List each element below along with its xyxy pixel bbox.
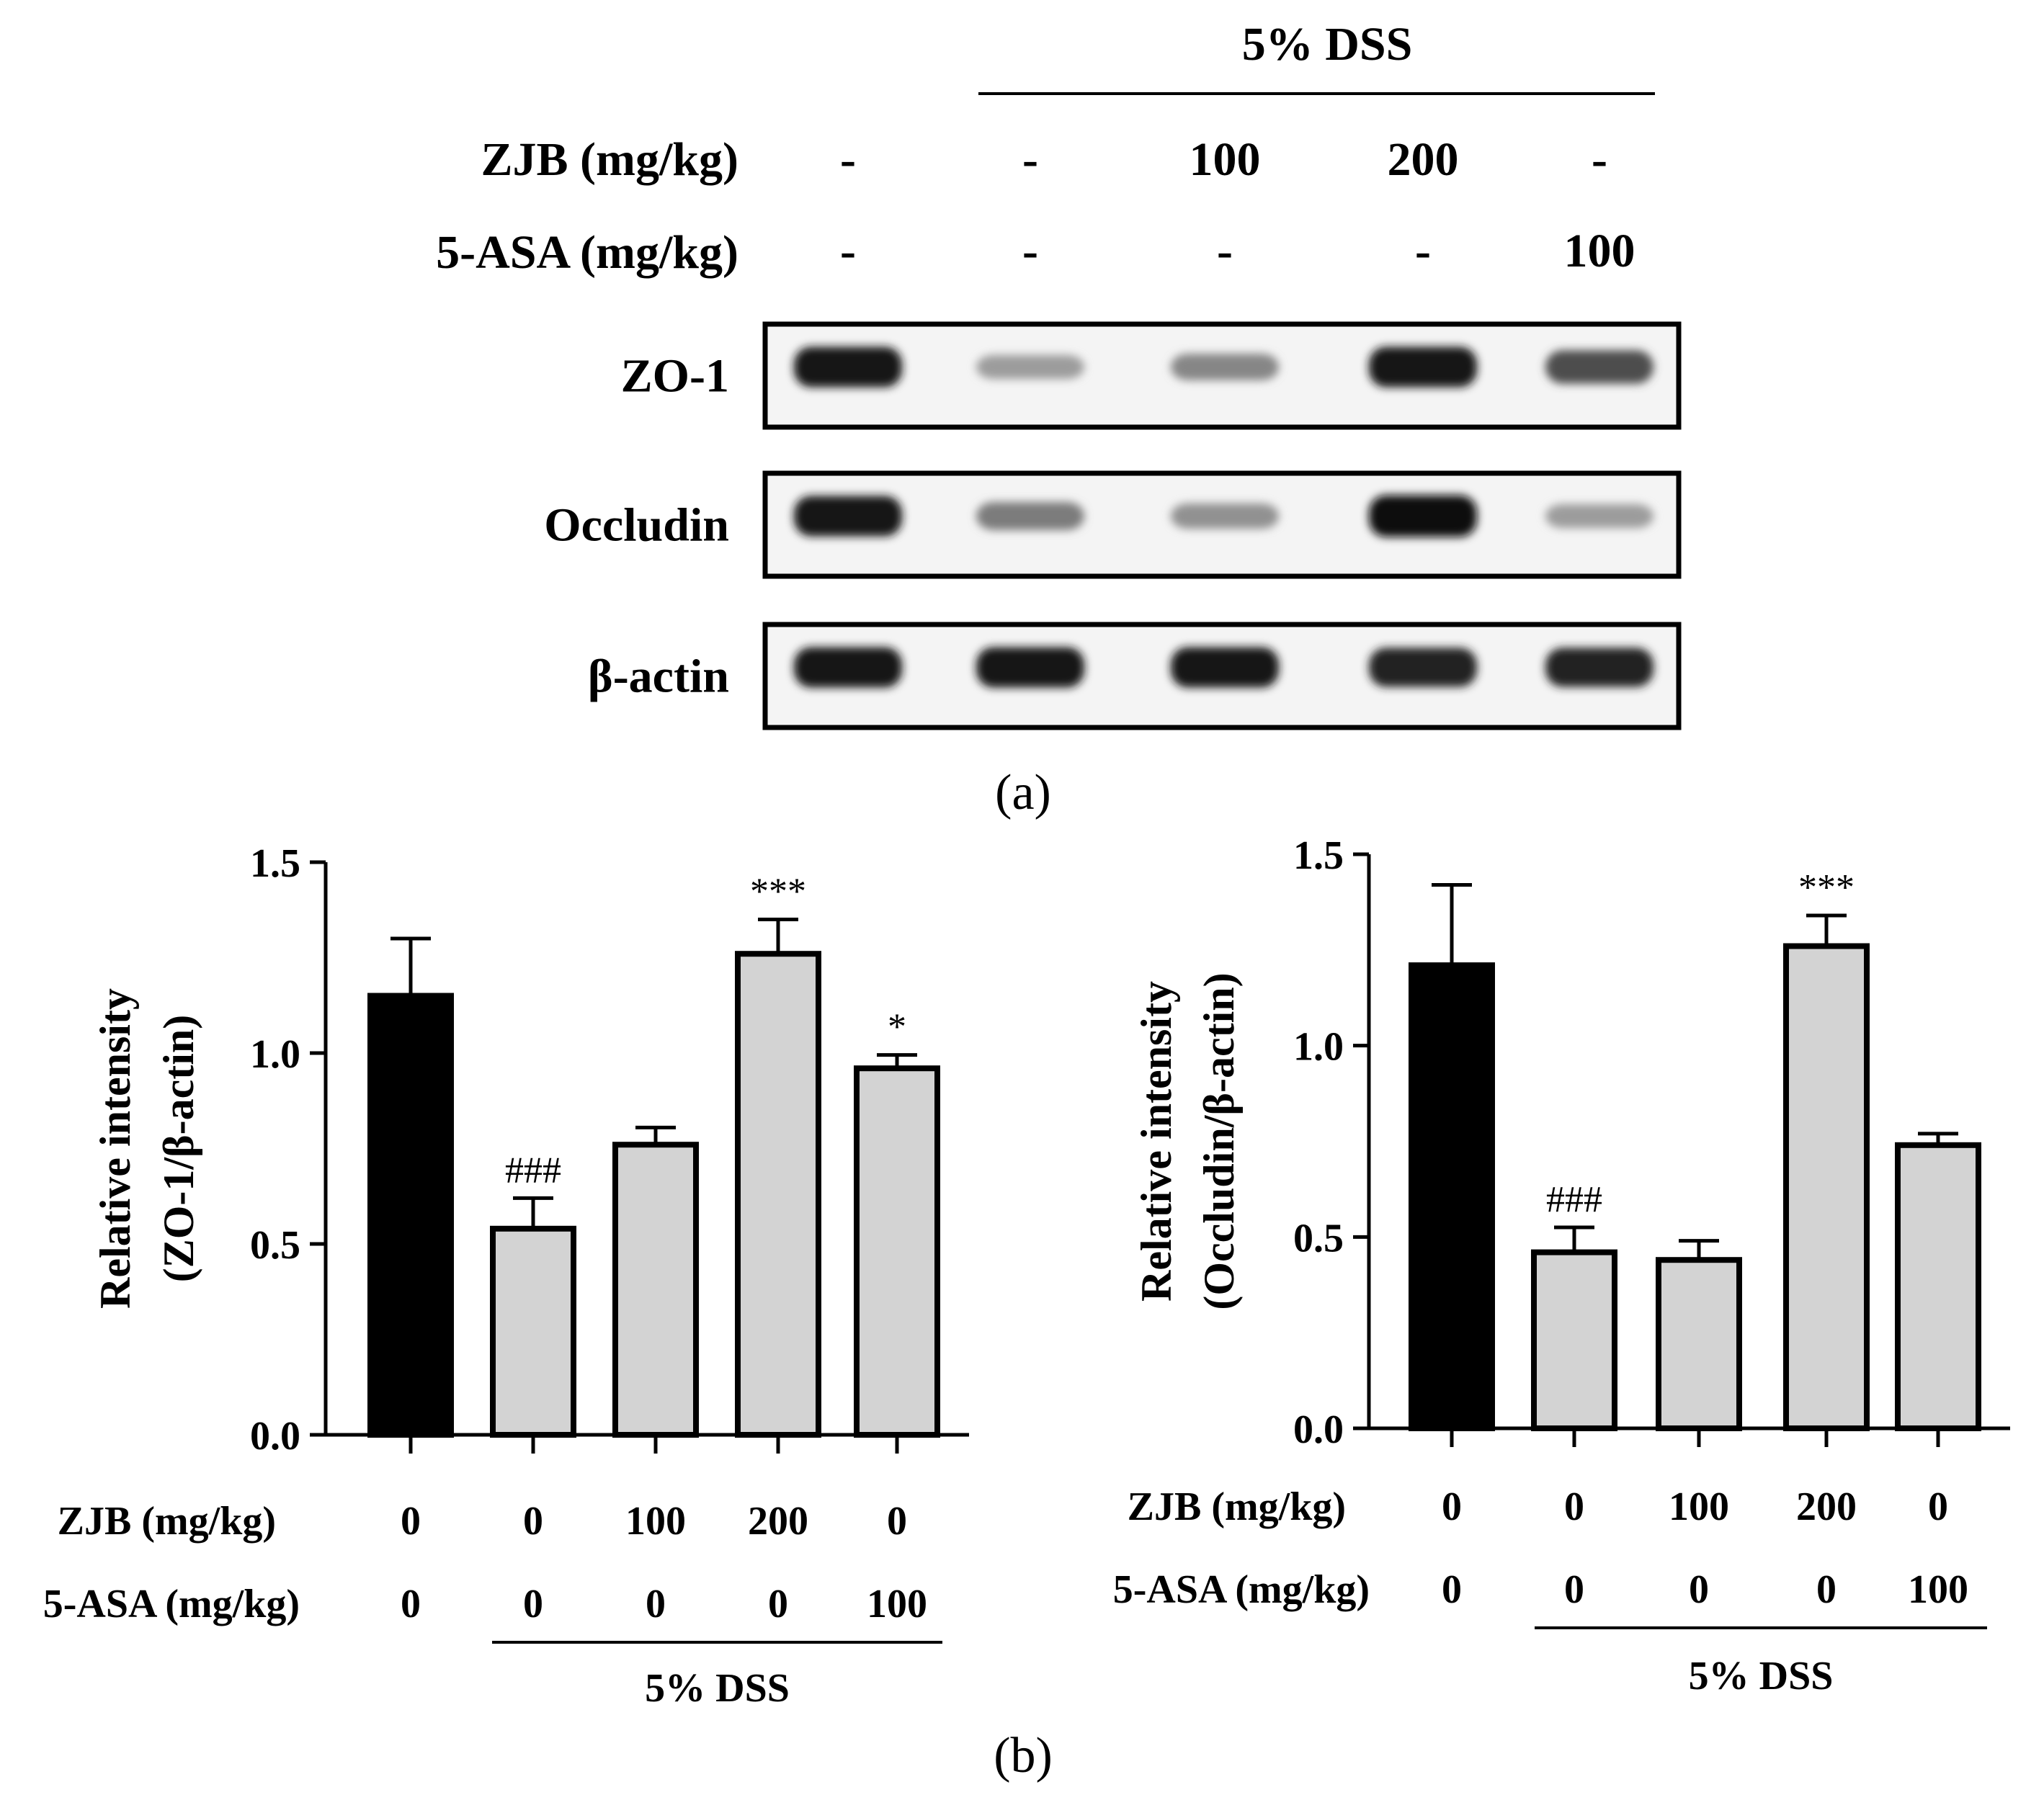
asa-dose-label: 0 (1816, 1567, 1837, 1612)
blot-band (1171, 353, 1279, 381)
blot-band (794, 496, 902, 537)
blot-zjb-value: 200 (1388, 133, 1459, 186)
blot-dss-label: 5% DSS (1242, 18, 1413, 71)
western-blot-panel: 5% DSS ZJB (mg/kg) 5-ASA (mg/kg) - - 100 20… (436, 18, 1682, 820)
asa-row-label: 5-ASA (mg/kg) (43, 1582, 300, 1626)
asa-dose-label: 0 (1442, 1567, 1462, 1612)
zjb-row-label: ZJB (mg/kg) (1128, 1485, 1346, 1529)
y-tick-label: 0.5 (1293, 1216, 1344, 1261)
blot-band (1369, 495, 1477, 537)
bar (1783, 943, 1870, 1431)
blot-band (1171, 647, 1279, 688)
bar (1409, 962, 1495, 1431)
panel-a-label: (a) (995, 765, 1051, 820)
zjb-dose-label: 0 (401, 1499, 421, 1544)
significance-label: *** (750, 872, 806, 913)
blot-zjb-values: - - 100 200 - (840, 133, 1607, 186)
blot-band (1545, 648, 1654, 687)
zjb-dose-label: 100 (1669, 1485, 1729, 1529)
significance-label: ### (1546, 1179, 1602, 1220)
asa-dose-label: 0 (646, 1582, 666, 1626)
blot-band (976, 354, 1084, 380)
blot-band (976, 502, 1084, 530)
panel-b-label: (b) (994, 1728, 1053, 1783)
zjb-dose-label: 200 (1796, 1485, 1857, 1529)
blot-asa-value: - (1217, 225, 1233, 277)
bar (854, 1065, 940, 1438)
y-tick-label: 1.0 (250, 1032, 300, 1077)
blot-row: ZO-1 (621, 321, 1682, 430)
dss-group-label: 5% DSS (645, 1666, 790, 1711)
y-tick-label: 1.5 (250, 841, 300, 886)
y-tick-label: 0.0 (250, 1414, 300, 1459)
bar (367, 993, 454, 1438)
blot-band (1369, 648, 1477, 687)
blot-zjb-value: - (1022, 133, 1038, 186)
asa-dose-label: 100 (867, 1582, 927, 1626)
blot-row: Occludin (544, 470, 1682, 579)
y-tick-label: 0.5 (250, 1223, 300, 1268)
bar (735, 951, 821, 1438)
zjb-dose-label: 200 (748, 1499, 808, 1544)
zjb-dose-label: 100 (625, 1499, 686, 1544)
blot-asa-value: - (1415, 225, 1431, 277)
y-tick-label: 0.0 (1293, 1407, 1344, 1452)
zo1-intensity-chart: 0.0 0.5 1.0 1.5 Relative intensity (ZO-1/β-ac… (43, 841, 969, 1711)
blot-band (1545, 503, 1654, 529)
blot-zjb-value: 100 (1190, 133, 1261, 186)
blot-asa-value: - (1022, 225, 1038, 277)
blot-asa-value: - (840, 225, 856, 277)
blot-asa-values: - - - - 100 (840, 225, 1635, 277)
dss-group-label: 5% DSS (1689, 1654, 1834, 1698)
blot-band (794, 346, 902, 388)
blot-zjb-row-label: ZJB (mg/kg) (481, 133, 738, 186)
blot-protein-label: Occludin (544, 499, 729, 552)
blot-rows: ZO-1 Occludin β-actin (544, 321, 1682, 730)
blot-protein-label: β-actin (588, 650, 729, 703)
y-axis-label-unit: (Occludin/β-actin) (1195, 972, 1243, 1309)
asa-dose-label: 0 (768, 1582, 788, 1626)
blot-band (976, 647, 1084, 688)
significance-label: ### (505, 1150, 561, 1191)
occludin-intensity-chart: 0.0 0.5 1.0 1.5 Relative intensity (Occludin/… (1113, 833, 2010, 1698)
zjb-dose-label: 0 (523, 1499, 543, 1544)
bar (612, 1142, 699, 1438)
asa-row-label: 5-ASA (mg/kg) (1113, 1567, 1370, 1612)
y-tick-label: 1.5 (1293, 833, 1344, 878)
blot-band (1171, 503, 1279, 529)
zjb-row-label: ZJB (mg/kg) (58, 1499, 276, 1544)
zjb-dose-label: 0 (1442, 1485, 1462, 1529)
zjb-dose-label: 0 (1564, 1485, 1584, 1529)
significance-label: * (888, 1007, 906, 1048)
bar (490, 1225, 576, 1438)
asa-dose-label: 0 (1564, 1567, 1584, 1612)
bar (1895, 1142, 1981, 1432)
asa-dose-label: 0 (523, 1582, 543, 1626)
zjb-dose-label: 0 (887, 1499, 907, 1544)
bar (1656, 1257, 1742, 1432)
asa-dose-label: 0 (401, 1582, 421, 1626)
bar (1531, 1249, 1617, 1431)
y-axis-label: Relative intensity (92, 988, 139, 1309)
blot-row: β-actin (588, 622, 1682, 730)
blot-protein-label: ZO-1 (621, 350, 729, 403)
asa-dose-label: 100 (1908, 1567, 1968, 1612)
y-tick-label: 1.0 (1293, 1025, 1344, 1070)
blot-band (1545, 350, 1654, 384)
y-axis-label: Relative intensity (1133, 981, 1180, 1302)
zjb-dose-label: 0 (1928, 1485, 1948, 1529)
asa-dose-label: 0 (1689, 1567, 1709, 1612)
blot-zjb-value: - (1592, 133, 1607, 186)
blot-zjb-value: - (840, 133, 856, 186)
y-axis-label-unit: (ZO-1/β-actin) (155, 1015, 202, 1283)
blot-band (1369, 346, 1477, 388)
significance-label: *** (1798, 867, 1855, 908)
blot-band (794, 647, 902, 688)
blot-asa-row-label: 5-ASA (mg/kg) (436, 226, 738, 279)
blot-asa-value: 100 (1564, 225, 1635, 277)
